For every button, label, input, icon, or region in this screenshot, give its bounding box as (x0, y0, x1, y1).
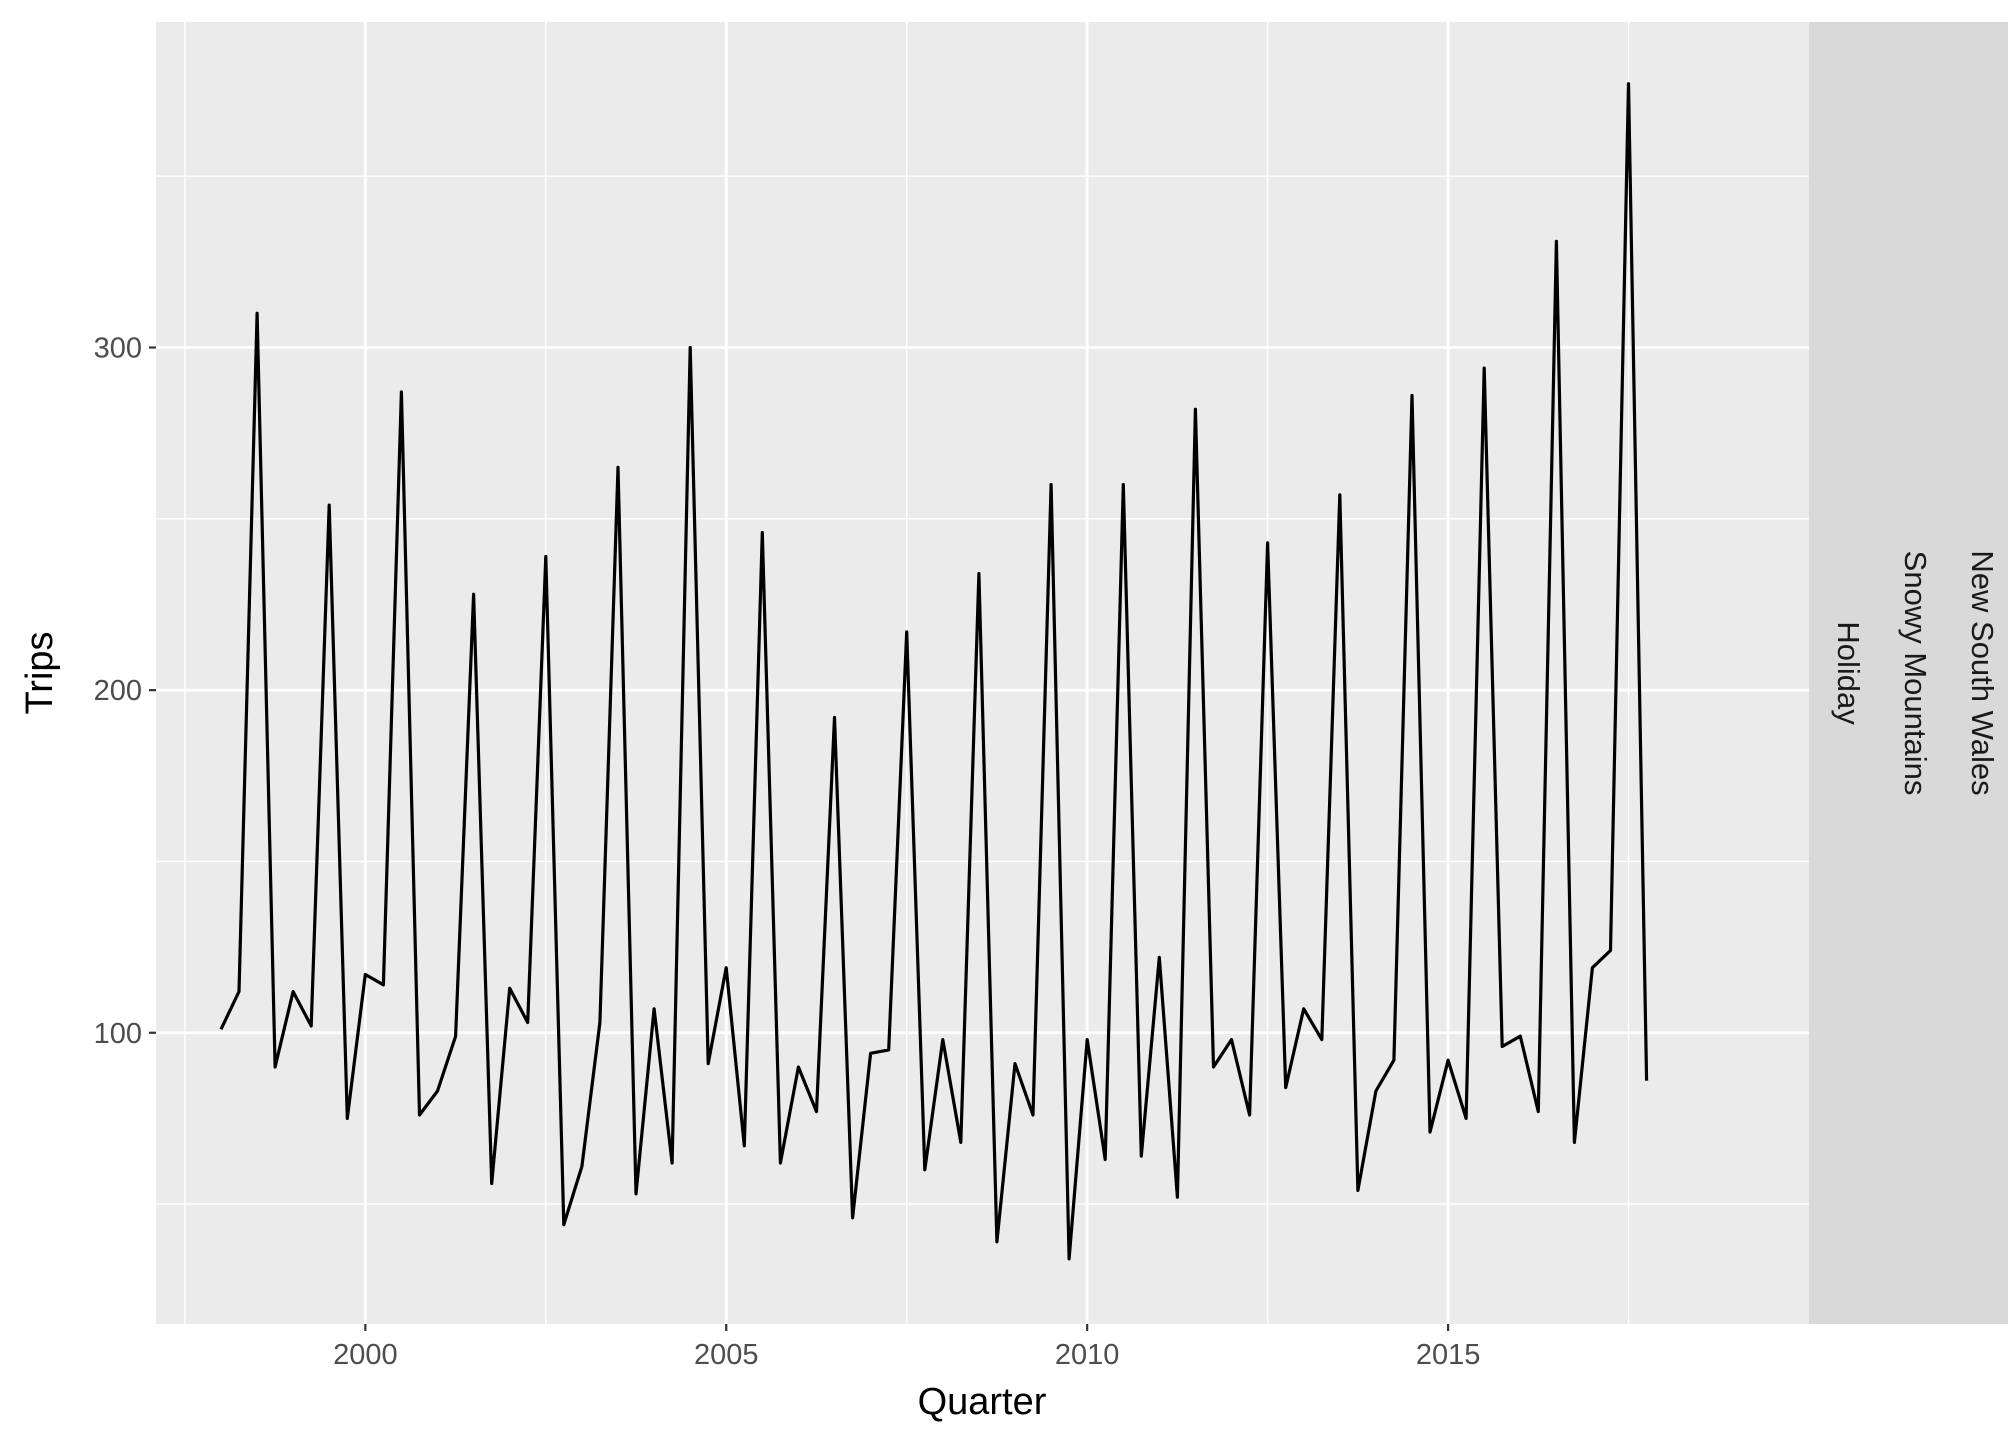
x-tick-label-3: 2015 (1416, 1339, 1481, 1371)
strip-label-1: New South Wales (1965, 550, 2000, 795)
x-axis-title: Quarter (918, 1381, 1047, 1423)
axis-ticks (149, 346, 1450, 1331)
series-layer (219, 82, 1649, 1261)
x-tick-label-1: 2005 (694, 1339, 759, 1371)
y-axis-title: Trips (19, 631, 61, 714)
y-tick-label-2: 300 (94, 333, 142, 365)
y-tick-label-1: 200 (94, 675, 142, 707)
x-tick-label-0: 2000 (333, 1339, 398, 1371)
y-tick-label-0: 100 (94, 1018, 142, 1050)
tick-labels: 2000 2005 2010 2015 100 200 300 (94, 333, 1481, 1372)
x-tick-label-2: 2010 (1055, 1339, 1120, 1371)
strip-label-2: Snowy Mountains (1898, 551, 1933, 796)
facet-strip (1809, 22, 2008, 1324)
series-line-0 (219, 82, 1649, 1261)
strip-label-3: Holiday (1831, 621, 1866, 725)
